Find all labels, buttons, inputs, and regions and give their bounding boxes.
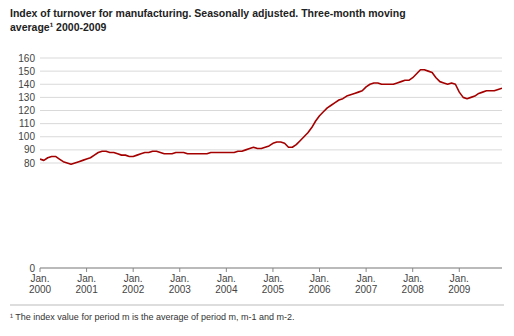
x-tick [366,268,367,272]
y-tick-label: 90 [24,144,36,155]
grid-line [40,149,502,150]
y-tick-label: 80 [24,158,36,169]
y-tick-label: 130 [18,92,35,103]
x-tick-label: Jan.2003 [169,273,192,295]
background [0,0,514,336]
x-tick-label: Jan.2007 [355,273,378,295]
x-tick-label: Jan.2004 [215,273,238,295]
x-tick-label: Jan.2009 [448,273,471,295]
grid-line [40,71,502,72]
title: Index of turnover for manufacturing. Sea… [10,7,406,33]
x-tick [86,268,87,272]
y-tick-label: 100 [18,131,35,142]
footnote-separator [10,305,504,306]
x-tick-label: Jan.2000 [29,273,52,295]
x-tick [459,268,460,272]
y-tick-label: 150 [18,66,35,77]
x-tick [319,268,320,272]
x-tick [412,268,413,272]
x-tick-label: Jan.2006 [308,273,331,295]
grid-line [40,163,502,164]
footnote: ¹ The index value for period m is the av… [10,312,294,322]
grid-line [40,58,502,59]
y-tick-label: 160 [18,53,35,64]
x-axis-line [40,268,502,269]
y-axis: 0 80 90 100 110 120 130 140 150 160 [18,53,502,274]
y-tick-label: 120 [18,105,35,116]
x-tick [133,268,134,272]
x-tick-label: Jan.2005 [262,273,285,295]
x-tick [40,268,41,272]
grid-line [40,123,502,124]
grid-line [40,136,502,137]
grid-line [40,110,502,111]
grid-line [40,97,502,98]
line [40,70,502,165]
grid-line [40,84,502,85]
x-tick [179,268,180,272]
y-tick-label: 140 [18,79,35,90]
plot-area [40,70,502,165]
x-tick-label: Jan.2001 [75,273,98,295]
x-axis: Jan.2000 Jan.2001 Jan.2002 Jan.2003 Jan.2004… [29,268,471,295]
x-tick [272,268,273,272]
y-tick-label: 0 [29,263,35,274]
x-tick-label: Jan.2008 [402,273,425,295]
x-tick [226,268,227,272]
x-tick-label: Jan.2002 [122,273,145,295]
grid-line [40,268,502,269]
y-tick-label: 110 [19,118,35,129]
chart: Index of turnover for manufacturing. Sea… [0,0,514,336]
